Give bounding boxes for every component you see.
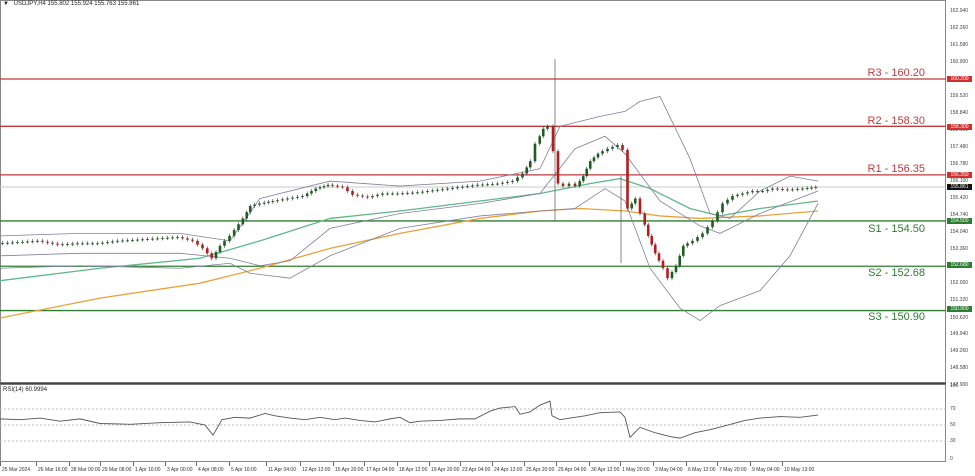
price-axis-label: 148.580 xyxy=(950,365,969,372)
rsi-levels xyxy=(0,408,946,442)
rsi-axis-70: 70 xyxy=(950,406,956,412)
time-axis-label: 29 Mar 08:00 xyxy=(102,467,132,473)
price-axis-label: 154.040 xyxy=(950,229,969,236)
rsi-axis-30: 30 xyxy=(950,438,956,444)
time-axis-label: 3 May 04:00 xyxy=(655,467,683,473)
r2-price-tag: 158.300 xyxy=(947,124,972,130)
price-axis-label: 160.900 xyxy=(950,58,969,65)
time-axis-label: 25 Mar 2024 xyxy=(2,467,31,473)
chart-title: ▼ USDJPY,H4 155.802 155.924 155.763 155.… xyxy=(3,1,139,7)
time-axis-ticks xyxy=(0,462,783,466)
ohlc-values: 155.802 155.924 155.763 155.861 xyxy=(47,1,140,7)
rsi-title: RSI(14) 60.9994 xyxy=(3,387,48,393)
time-axis-label: 19 Apr 20:00 xyxy=(431,467,460,473)
rsi-axis-0: 0 xyxy=(950,456,953,462)
dropdown-triangle-icon[interactable]: ▼ xyxy=(3,1,9,7)
price-axis-label: 149.940 xyxy=(950,331,969,338)
time-axis-label: 26 Mar 16:00 xyxy=(38,467,68,473)
time-axis-label: 12 Apr 12:00 xyxy=(302,467,331,473)
price-axis-label: 159.520 xyxy=(950,92,969,99)
time-axis-label: 1 May 20:00 xyxy=(622,467,650,473)
price-axis-label: 157.480 xyxy=(950,143,969,150)
time-axis-label: 25 Apr 20:00 xyxy=(526,467,555,473)
main-pane-frame xyxy=(0,0,946,383)
price-axis-label: 161.580 xyxy=(950,41,969,48)
symbol-timeframe: USDJPY,H4 xyxy=(13,1,46,7)
time-axis-label: 15 Apr 20:00 xyxy=(335,467,364,473)
rsi-line xyxy=(0,400,819,439)
s3-label: S3 - 150.90 xyxy=(868,311,925,323)
time-axis-label: 9 May 04:00 xyxy=(752,467,780,473)
time-axis-label: 6 May 12:00 xyxy=(688,467,716,473)
s1-price-tag: 154.500 xyxy=(947,218,972,224)
time-axis-label: 24 Apr 12:00 xyxy=(494,467,523,473)
time-axis-label: 4 Apr 08:00 xyxy=(198,467,224,473)
time-axis-label: 29 Apr 04:00 xyxy=(558,467,587,473)
price-axis-label: 153.360 xyxy=(950,246,969,253)
r3-price-tag: 160.200 xyxy=(947,76,972,82)
price-axis-label: 150.620 xyxy=(950,314,969,321)
time-axis-label: 17 Apr 04:00 xyxy=(366,467,395,473)
time-axis-label: 1 Apr 16:00 xyxy=(135,467,161,473)
s1-label: S1 - 154.50 xyxy=(868,223,925,235)
current-price-tag: 155.861 xyxy=(947,184,972,190)
price-axis-label: 156.100 xyxy=(950,178,969,185)
time-axis-label: 3 Apr 00:00 xyxy=(167,467,193,473)
price-axis-label: 156.780 xyxy=(950,161,969,168)
rsi-pane-frame xyxy=(0,384,946,462)
s2-label: S2 - 152.68 xyxy=(868,267,925,279)
price-axis-label: 147.900 xyxy=(950,382,969,389)
r3-label: R3 - 160.20 xyxy=(867,67,925,79)
time-axis-label: 7 May 20:00 xyxy=(719,467,747,473)
time-axis-label: 23 Apr 04:00 xyxy=(462,467,491,473)
rsi-axis-100: 100 xyxy=(950,383,959,389)
time-axis-label: 30 Apr 12:00 xyxy=(591,467,620,473)
sr-levels xyxy=(0,78,946,312)
r1-price-tag: 156.350 xyxy=(947,172,972,178)
price-axis-label: 158.840 xyxy=(950,109,969,116)
s3-price-tag: 150.900 xyxy=(947,306,972,312)
rsi-axis-50: 50 xyxy=(950,422,956,428)
time-axis-label: 11 Apr 04:00 xyxy=(268,467,296,473)
candlesticks xyxy=(1,59,818,281)
price-axis-label: 149.260 xyxy=(950,348,969,355)
price-axis-label: 162.260 xyxy=(950,24,969,31)
price-axis-label: 162.940 xyxy=(950,7,969,14)
time-axis-label: 18 Apr 12:00 xyxy=(399,467,428,473)
time-axis-label: 10 May 13:00 xyxy=(784,467,815,473)
price-axis-label: 154.740 xyxy=(950,211,969,218)
r1-label: R1 - 156.35 xyxy=(867,163,925,175)
time-axis-label: 5 Apr 16:00 xyxy=(231,467,257,473)
price-axis-label: 152.000 xyxy=(950,280,969,287)
price-axis-label: 155.420 xyxy=(950,195,969,202)
price-axis-label: 151.320 xyxy=(950,297,969,304)
time-axis-label: 28 Mar 00:00 xyxy=(71,467,101,473)
r2-label: R2 - 158.30 xyxy=(867,115,925,127)
s2-price-tag: 152.680 xyxy=(947,262,972,268)
